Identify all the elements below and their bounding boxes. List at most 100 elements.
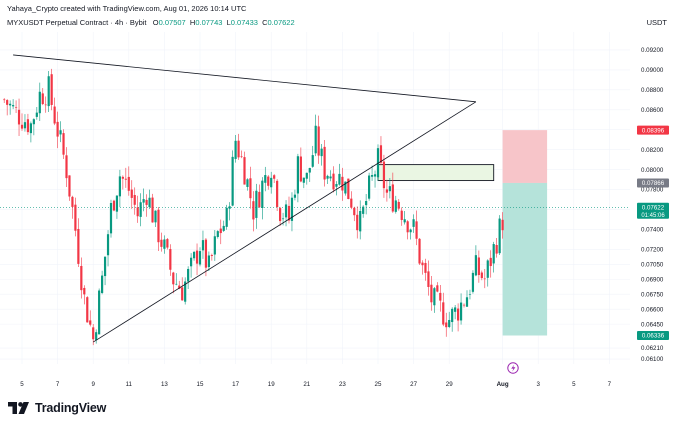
price-label-stop-text: 0.08396: [642, 127, 665, 134]
ohlc-low: 0.07433: [230, 18, 258, 27]
candle-down: [495, 244, 498, 254]
candle-up: [106, 234, 110, 256]
candle-up: [163, 239, 166, 249]
price-label-target-text: 0.06336: [642, 333, 665, 340]
candle-down: [279, 208, 282, 222]
time-tick-label: 25: [375, 381, 382, 388]
candle-down: [299, 156, 302, 182]
candle-up: [246, 179, 249, 187]
candle-down: [92, 327, 95, 340]
time-tick-label: 9: [91, 381, 95, 388]
candle-down: [480, 272, 483, 279]
candle-up: [192, 251, 196, 259]
time-tick-label: 19: [268, 381, 275, 388]
candle-up: [9, 103, 12, 106]
ohlc-high-label: H: [189, 18, 196, 27]
price-label-countdown: 01:45:06: [641, 213, 665, 219]
candle-up: [270, 177, 273, 188]
candle-down: [287, 205, 291, 221]
ohlc-close: 0.07622: [267, 18, 295, 27]
candle-down: [353, 207, 356, 216]
price-label-stop: [637, 125, 669, 135]
chart-credit: Yahaya_Crypto created with TradingView.c…: [7, 4, 247, 13]
candle-down: [483, 278, 486, 280]
candle-down: [391, 184, 394, 212]
price-tick-label: 0.06450: [641, 321, 664, 328]
candle-up: [320, 148, 323, 157]
candle-down: [436, 285, 439, 292]
candle-down: [406, 221, 409, 233]
candle-up: [47, 76, 50, 107]
candle-up: [302, 177, 305, 183]
candle-up: [459, 302, 463, 321]
bolt-icon[interactable]: [507, 362, 519, 374]
price-tick-label: 0.08000: [641, 167, 664, 174]
candle-up: [471, 272, 475, 292]
price-axis[interactable]: 0.092000.090000.088000.086000.084000.082…: [637, 47, 669, 363]
candle-down: [430, 284, 433, 303]
candle-down: [169, 249, 172, 270]
candle-up: [498, 218, 501, 254]
price-tick-label: 0.06900: [641, 276, 664, 283]
candle-down: [151, 197, 154, 223]
candle-up: [359, 210, 362, 232]
ohlc-open: 0.07507: [158, 18, 186, 27]
candle-up: [213, 236, 216, 255]
candle-up: [255, 190, 258, 218]
candle-up: [281, 218, 285, 220]
candle-up: [451, 308, 454, 323]
trendlines: [13, 54, 477, 343]
candle-down: [237, 140, 240, 158]
candle-down: [74, 204, 77, 231]
candle-down: [112, 200, 116, 211]
candle-down: [323, 146, 326, 180]
price-tick-label: 0.07200: [641, 247, 664, 254]
price-tick-label: 0.06100: [641, 356, 664, 363]
symbol-legend[interactable]: MYXUSDT Perpetual Contract · 4h · Bybit …: [7, 18, 295, 27]
candle-up: [142, 199, 145, 203]
candle-up: [207, 255, 210, 268]
candle-down: [14, 107, 18, 108]
ohlc-close-label: C: [262, 18, 268, 27]
price-chart[interactable]: 0.092000.090000.088000.086000.084000.082…: [0, 0, 680, 395]
candle-up: [23, 122, 27, 129]
candle-up: [225, 207, 228, 227]
candle-up: [335, 184, 338, 187]
candle-down: [462, 304, 466, 306]
candle-up: [284, 204, 288, 218]
candle-down: [89, 320, 92, 325]
candle-down: [382, 161, 386, 189]
candle-down: [157, 209, 160, 243]
candle-down: [133, 194, 136, 205]
tradingview-mark-icon: [8, 402, 29, 414]
candle-down: [243, 157, 246, 185]
candle-up: [468, 294, 472, 295]
candle-down: [44, 104, 47, 106]
candle-up: [474, 255, 477, 276]
candle-up: [373, 174, 377, 177]
ohlc-high: 0.07743: [195, 18, 223, 27]
candle-up: [12, 105, 15, 107]
candle-up: [394, 200, 397, 212]
price-label-last: [637, 202, 669, 219]
candle-down: [145, 199, 148, 205]
candle-down: [71, 196, 74, 207]
candle-down: [501, 219, 504, 231]
candle-down: [347, 178, 350, 200]
time-axis[interactable]: 5 7 9 11 13 15 17 19 21 23 25 27 29 Aug 3 5 7: [20, 381, 611, 388]
short-stop: [502, 130, 548, 183]
price-tick-label: 0.07400: [641, 227, 664, 234]
candle-up: [412, 219, 415, 227]
candle-up: [95, 332, 98, 341]
candle-down: [160, 239, 163, 247]
candle-up: [38, 91, 41, 114]
price-tick-label: 0.06750: [641, 291, 664, 298]
candle-down: [56, 121, 59, 137]
candle-down: [181, 287, 184, 301]
candle-down: [204, 239, 208, 268]
price-tick-label: 0.09000: [641, 67, 664, 74]
time-tick-label: 21: [303, 381, 310, 388]
candle-up: [103, 256, 107, 277]
candle-up: [231, 156, 234, 206]
time-tick-label: Aug: [497, 381, 509, 388]
